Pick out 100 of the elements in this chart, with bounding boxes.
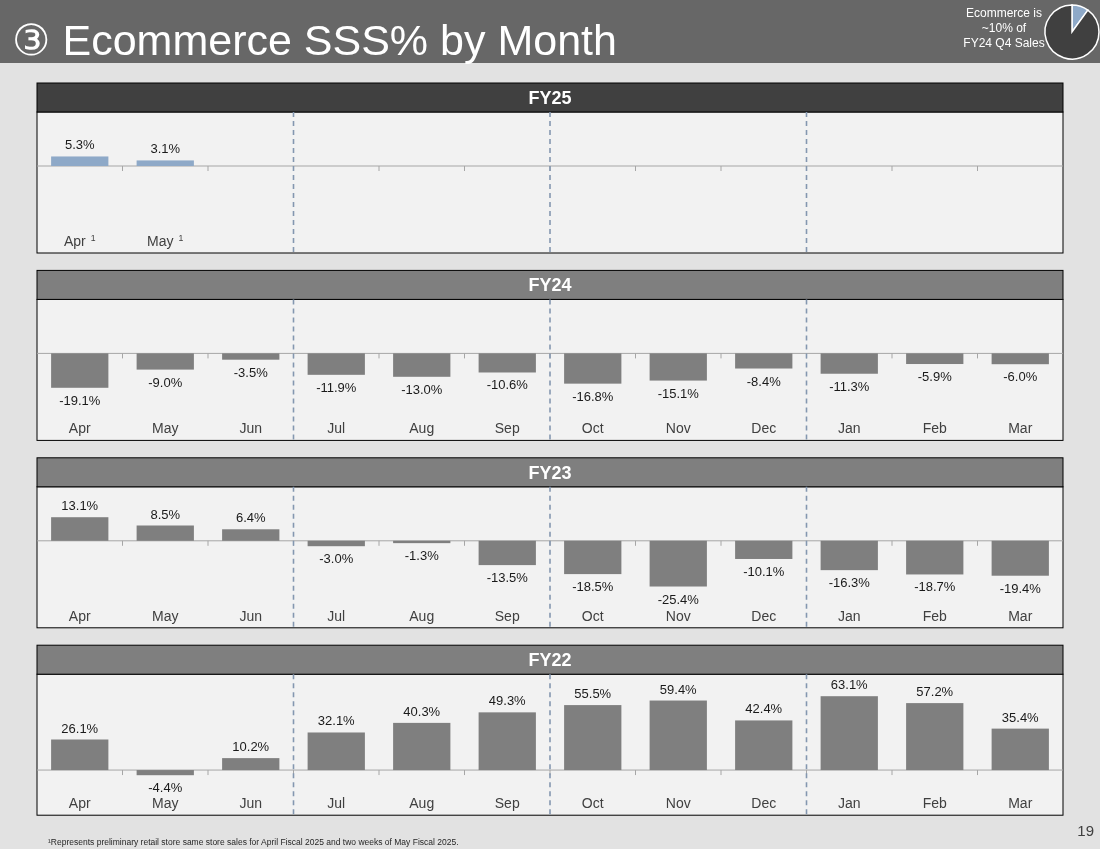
data-label: -11.9%	[316, 379, 357, 395]
data-label: -16.3%	[828, 575, 871, 591]
bar	[991, 728, 1049, 771]
data-label: 35.4%	[1001, 709, 1040, 725]
x-tick-label: Jun	[239, 607, 263, 624]
data-label: -10.6%	[486, 377, 529, 393]
x-tick-label: Dec	[751, 795, 777, 812]
text: 19	[1077, 822, 1094, 839]
x-tick-label: Sep	[494, 607, 520, 624]
bar	[222, 529, 280, 541]
data-label: 63.1%	[830, 677, 869, 693]
x-tick-label: Nov	[665, 607, 691, 624]
x-tick-label: Aug	[409, 607, 435, 624]
text: ③ Ecommerce SSS% by Month	[12, 16, 617, 64]
x-tick-label: Apr	[68, 420, 91, 437]
data-label: -19.4%	[999, 580, 1042, 596]
x-tick-label: Sep	[494, 420, 520, 437]
data-label: 3.1%	[150, 141, 181, 157]
data-label: -11.3%	[829, 378, 870, 394]
bar	[564, 705, 622, 771]
bar	[136, 525, 194, 541]
chart-title: FY22	[528, 650, 572, 671]
x-tick-label: Feb	[922, 420, 948, 437]
data-label: -1.3%	[404, 548, 440, 564]
x-tick-label: May	[152, 607, 179, 624]
chart-title: FY25	[528, 88, 572, 108]
x-tick-label: Mar	[1008, 420, 1033, 437]
x-tick-label: Jan	[837, 420, 861, 437]
chart-title: FY23	[528, 462, 572, 483]
bar	[735, 720, 793, 771]
x-tick-label: Jan	[837, 607, 861, 624]
x-tick-label: Apr	[68, 795, 91, 812]
data-label: 49.3%	[488, 693, 527, 709]
bar	[136, 770, 194, 776]
bar	[478, 712, 536, 771]
data-label: -8.4%	[746, 373, 782, 389]
data-label: 13.1%	[61, 498, 99, 514]
x-tick-label: Jan	[837, 795, 861, 812]
x-tick-label: Aug	[409, 420, 435, 437]
data-label: -13.5%	[486, 570, 529, 586]
x-tick-label: Oct	[581, 607, 604, 624]
x-tick-label: Mar	[1008, 795, 1033, 812]
text: ¹Represents preliminary retail store same store sales for April Fiscal 2025 and two weeks of May Fiscal 2025.	[48, 837, 459, 847]
bar	[51, 739, 109, 771]
data-label: 8.5%	[150, 506, 181, 522]
bar	[906, 703, 964, 771]
x-tick-label: Jul	[327, 795, 346, 812]
x-tick-label: Apr$^{1}$	[63, 233, 96, 249]
text: Ecommerce is ~10% of FY24 Q4 Sales	[963, 6, 1045, 50]
data-label: -10.1%	[743, 563, 785, 579]
pie-slice	[1044, 4, 1100, 60]
x-tick-label: Mar	[1008, 607, 1033, 624]
x-tick-label: Oct	[581, 795, 604, 812]
x-tick-label: Sep	[494, 795, 520, 812]
bar	[820, 696, 878, 771]
bar	[649, 540, 707, 587]
data-label: 5.3%	[64, 137, 95, 153]
data-label: -19.1%	[59, 392, 101, 408]
data-label: -4.4%	[148, 780, 183, 796]
bar	[307, 732, 365, 771]
data-label: -9.0%	[148, 374, 183, 390]
x-tick-label: Feb	[922, 607, 948, 624]
x-tick-label: Jun	[239, 420, 263, 437]
x-tick-label: May$^{1}$	[147, 233, 184, 249]
bar	[307, 540, 365, 547]
data-label: -18.5%	[572, 579, 614, 595]
bar	[393, 722, 451, 771]
data-label: -15.1%	[657, 385, 700, 401]
bar	[649, 700, 707, 771]
data-label: -3.0%	[319, 551, 354, 567]
data-label: 57.2%	[916, 684, 954, 700]
data-label: 10.2%	[232, 739, 270, 755]
data-label: 55.5%	[574, 686, 612, 702]
data-label: 32.1%	[317, 713, 356, 729]
bar	[906, 540, 964, 575]
chart-title: FY24	[528, 275, 572, 296]
x-tick-label: Jul	[327, 607, 346, 624]
x-tick-label: Nov	[665, 795, 691, 812]
x-tick-label: Apr	[68, 607, 91, 624]
x-tick-label: Feb	[922, 795, 948, 812]
data-label: -5.9%	[917, 369, 953, 385]
x-tick-label: Dec	[751, 420, 777, 437]
x-tick-label: May	[152, 795, 179, 812]
bar	[991, 540, 1049, 576]
bar	[564, 540, 622, 575]
data-label: -3.5%	[233, 364, 269, 380]
x-tick-label: Jul	[327, 420, 346, 437]
bar	[222, 758, 280, 771]
x-tick-label: May	[152, 420, 179, 437]
x-tick-label: Oct	[581, 420, 604, 437]
data-label: -6.0%	[1003, 369, 1038, 385]
data-label: 59.4%	[659, 681, 698, 697]
x-tick-label: Aug	[409, 795, 435, 812]
x-tick-label: Dec	[751, 607, 777, 624]
bar	[478, 540, 536, 566]
data-label: -18.7%	[914, 579, 956, 595]
bar	[820, 540, 878, 571]
data-label: 6.4%	[235, 510, 266, 526]
x-tick-label: Nov	[665, 420, 691, 437]
x-tick-label: Jun	[239, 795, 263, 812]
